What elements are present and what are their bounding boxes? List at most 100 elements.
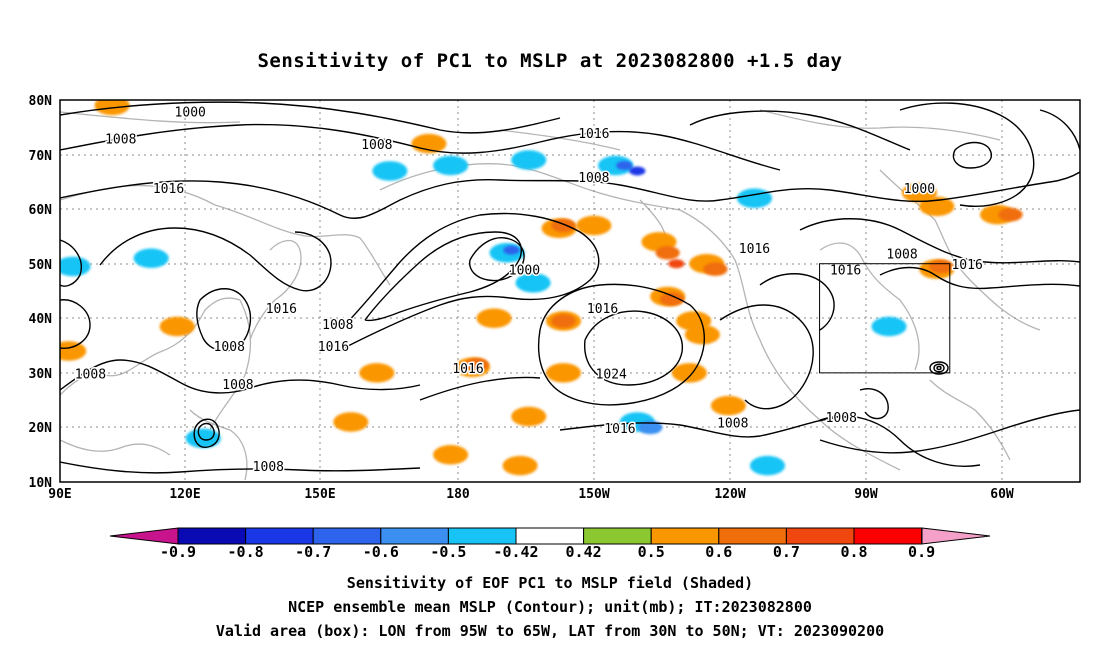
colorbar-tick-label: -0.9	[160, 543, 196, 561]
contour-label: 1000	[175, 105, 206, 120]
map-panel: 1000 1008 1008 1016 1008 1016 1000 1016 1016 1000…	[29, 94, 1081, 502]
lon-label: 90E	[48, 487, 71, 502]
sensitivity-patch	[359, 363, 395, 383]
colorbar-tick-label: 0.8	[840, 543, 867, 561]
contour-label: 1016	[951, 258, 982, 273]
sensitivity-patch	[476, 308, 512, 329]
mslp-contours	[60, 101, 1080, 474]
contour-label: 1016	[266, 302, 297, 317]
contour-label: 1016	[604, 422, 635, 437]
colorbar-cell	[380, 527, 449, 545]
contour-label: 1016	[739, 242, 770, 257]
sensitivity-patch	[333, 412, 369, 432]
colorbar-right-triangle	[921, 527, 991, 545]
sensitivity-patch	[133, 248, 169, 269]
caption-line-2: NCEP ensemble mean MSLP (Contour); unit(…	[288, 598, 812, 616]
colorbar-cell	[718, 527, 787, 545]
colorbar-cell	[245, 527, 314, 545]
contour-label: 1000	[509, 264, 540, 279]
sensitivity-patch	[515, 273, 551, 293]
contour-label: 1008	[717, 416, 748, 431]
sensitivity-patch	[433, 155, 469, 176]
colorbar-cell	[515, 527, 585, 545]
contour-label: 1000	[904, 182, 935, 197]
sensitivity-patch	[616, 160, 633, 170]
lon-axis: 90E 120E 150E 180 150W 120W 90W 60W	[48, 487, 1014, 502]
sensitivity-patch	[710, 395, 746, 416]
sensitivity-patch	[598, 155, 634, 176]
sensitivity-patch	[684, 324, 720, 345]
colorbar-tick-label: -0.8	[228, 543, 264, 561]
sensitivity-patch	[871, 316, 907, 337]
sensitivity-patch	[433, 444, 469, 465]
sensitivity-patch	[655, 246, 680, 260]
sensitivity-patch	[545, 363, 582, 383]
colorbar-tick-label: -0.6	[363, 543, 399, 561]
sensitivity-patch	[998, 207, 1023, 222]
sensitivity-patch	[503, 245, 520, 255]
colorbar-cell	[853, 527, 923, 545]
contour-labels: 1000 1008 1008 1016 1008 1016 1000 1016 1016 1000…	[73, 104, 984, 477]
map-frame	[59, 99, 1081, 483]
lat-label: 20N	[29, 421, 53, 436]
contour-label: 1008	[578, 171, 609, 186]
lat-label: 40N	[29, 312, 53, 327]
colorbar-cell	[177, 527, 247, 545]
lon-label: 60W	[990, 487, 1014, 502]
sensitivity-patch	[372, 161, 408, 181]
lat-label: 30N	[29, 367, 53, 382]
lat-label: 80N	[29, 94, 53, 109]
lat-axis: 80N 70N 60N 50N 40N 30N 20N 10N	[29, 94, 53, 491]
contour-label: 1008	[75, 367, 106, 382]
lon-label: 180	[446, 487, 470, 502]
lon-label: 150W	[578, 487, 609, 502]
sensitivity-patch	[901, 183, 937, 203]
colorbar-cell	[447, 527, 517, 545]
valid-area-box	[819, 263, 951, 374]
sensitivity-patch	[659, 292, 685, 306]
lat-label: 70N	[29, 149, 53, 164]
colorbar-cells	[177, 527, 923, 545]
sensitivity-patch	[464, 357, 489, 372]
colorbar-tick-label: -0.5	[430, 543, 466, 561]
colorbar-tick-label: 0.5	[638, 543, 665, 561]
map-background	[60, 100, 1080, 482]
sensitivity-patch	[551, 314, 576, 328]
lat-label: 60N	[29, 203, 53, 218]
colorbar-cell	[312, 527, 382, 545]
contour-label: 1008	[322, 318, 353, 333]
sensitivity-patch	[638, 420, 663, 435]
colorbar-tick-label: 0.7	[773, 543, 800, 561]
contour-label: 1024	[596, 367, 627, 382]
sensitivity-patch	[736, 188, 773, 208]
sensitivity-patch	[185, 428, 221, 449]
contour-label: 1016	[153, 182, 184, 197]
sensitivity-patch	[511, 150, 547, 170]
sensitivity-patch	[502, 455, 538, 476]
colorbar-cell	[583, 527, 652, 545]
sensitivity-patch	[60, 341, 87, 361]
lon-label: 150E	[304, 487, 335, 502]
sensitivity-patch	[668, 259, 685, 269]
contour-label: 1016	[318, 340, 349, 355]
contour-label: 1008	[214, 340, 245, 355]
contour-label: 1008	[253, 460, 284, 475]
contour-label: 1016	[578, 127, 609, 142]
colorbar-cell	[650, 527, 720, 545]
colorbar-left-triangle	[109, 527, 179, 545]
lon-label: 120E	[169, 487, 200, 502]
contour-label: 1008	[105, 133, 136, 148]
lat-label: 50N	[29, 258, 53, 273]
colorbar-tick-label: 0.42	[566, 543, 602, 561]
sensitivity-patch	[60, 256, 91, 277]
contour-label: 1008	[361, 138, 392, 153]
sensitivity-patch	[671, 363, 707, 383]
caption-line-3: Valid area (box): LON from 95W to 65W, L…	[215, 622, 885, 640]
sensitivity-patch	[159, 316, 195, 337]
sensitivity-patch	[94, 100, 130, 116]
colorbar-tick-label: 0.6	[705, 543, 732, 561]
contour-label: 1008	[826, 411, 857, 426]
lon-label: 120W	[714, 487, 745, 502]
sensitivity-patch	[928, 259, 954, 274]
